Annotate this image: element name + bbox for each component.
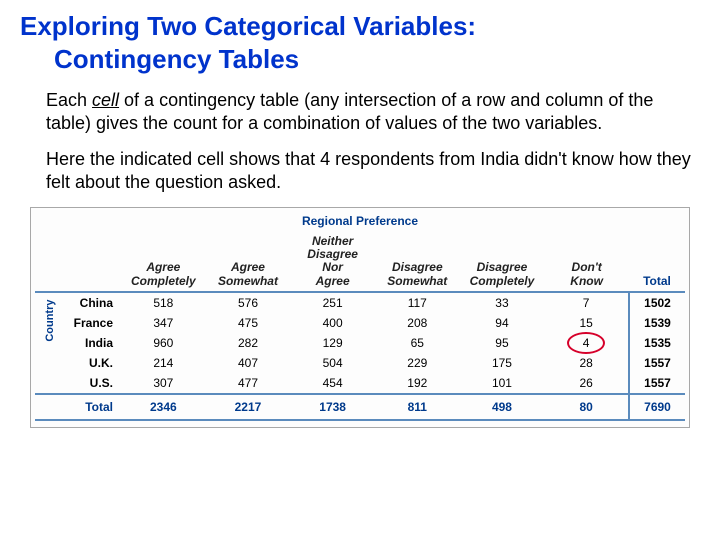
table-cell: 65 bbox=[375, 333, 460, 353]
table-cell: 407 bbox=[206, 353, 291, 373]
table-cell: 7 bbox=[544, 292, 629, 313]
p1-a: Each bbox=[46, 90, 92, 110]
total-label: Total bbox=[61, 394, 121, 420]
table-side-header: Country bbox=[44, 300, 56, 342]
table-cell: 95 bbox=[460, 333, 545, 353]
table-cell: 282 bbox=[206, 333, 291, 353]
row-label: U.S. bbox=[61, 373, 121, 394]
title-line1: Exploring Two Categorical Variables: bbox=[20, 11, 476, 41]
total-cell: 498 bbox=[460, 394, 545, 420]
col-hdr: AgreeSomewhat bbox=[206, 232, 291, 292]
row-label: India bbox=[61, 333, 121, 353]
table-cell: 129 bbox=[290, 333, 375, 353]
row-label: U.K. bbox=[61, 353, 121, 373]
table-cell: 960 bbox=[121, 333, 206, 353]
table-cell: 1539 bbox=[629, 313, 685, 333]
col-hdr: DisagreeSomewhat bbox=[375, 232, 460, 292]
contingency-table-region: Regional Preference Country AgreeComplet… bbox=[30, 207, 690, 428]
col-hdr: NeitherDisagreeNorAgree bbox=[290, 232, 375, 292]
contingency-table: AgreeCompletely AgreeSomewhat NeitherDis… bbox=[35, 232, 685, 421]
table-cell: 475 bbox=[206, 313, 291, 333]
table-cell: 15 bbox=[544, 313, 629, 333]
paragraph-1: Each cell of a contingency table (any in… bbox=[46, 89, 700, 134]
table-row: U.K.214407504229175281557 bbox=[35, 353, 685, 373]
table-cell: 101 bbox=[460, 373, 545, 394]
table-cell: 175 bbox=[460, 353, 545, 373]
total-cell: 80 bbox=[544, 394, 629, 420]
table-cell: 28 bbox=[544, 353, 629, 373]
col-hdr-total: Total bbox=[629, 232, 685, 292]
table-cell: 576 bbox=[206, 292, 291, 313]
table-cell: 400 bbox=[290, 313, 375, 333]
total-cell: 7690 bbox=[629, 394, 685, 420]
slide: Exploring Two Categorical Variables: Con… bbox=[0, 0, 720, 428]
table-cell: 33 bbox=[460, 292, 545, 313]
table-cell: 307 bbox=[121, 373, 206, 394]
table-row: U.S.307477454192101261557 bbox=[35, 373, 685, 394]
total-cell: 1738 bbox=[290, 394, 375, 420]
table-top-header: Regional Preference bbox=[35, 214, 685, 228]
total-cell: 2346 bbox=[121, 394, 206, 420]
table-cell: 1502 bbox=[629, 292, 685, 313]
table-head: AgreeCompletely AgreeSomewhat NeitherDis… bbox=[35, 232, 685, 292]
table-cell: 1557 bbox=[629, 353, 685, 373]
table-cell: 4 bbox=[544, 333, 629, 353]
table-cell: 477 bbox=[206, 373, 291, 394]
col-hdr: AgreeCompletely bbox=[121, 232, 206, 292]
table-cell: 208 bbox=[375, 313, 460, 333]
col-hdr: DisagreeCompletely bbox=[460, 232, 545, 292]
paragraph-2: Here the indicated cell shows that 4 res… bbox=[46, 148, 700, 193]
page-title: Exploring Two Categorical Variables: Con… bbox=[20, 10, 700, 75]
table-row: France34747540020894151539 bbox=[35, 313, 685, 333]
total-cell: 2217 bbox=[206, 394, 291, 420]
col-hdr: Don'tKnow bbox=[544, 232, 629, 292]
p1-b: of a contingency table (any intersection… bbox=[46, 90, 653, 133]
p1-cell-word: cell bbox=[92, 90, 119, 110]
table-cell: 504 bbox=[290, 353, 375, 373]
table-cell: 251 bbox=[290, 292, 375, 313]
table-cell: 26 bbox=[544, 373, 629, 394]
table-cell: 214 bbox=[121, 353, 206, 373]
table-total-row: Total234622171738811498807690 bbox=[35, 394, 685, 420]
total-cell: 811 bbox=[375, 394, 460, 420]
table-cell: 1535 bbox=[629, 333, 685, 353]
table-row: China5185762511173371502 bbox=[35, 292, 685, 313]
table-body: China5185762511173371502France3474754002… bbox=[35, 292, 685, 420]
table-cell: 117 bbox=[375, 292, 460, 313]
table-cell: 518 bbox=[121, 292, 206, 313]
row-label: France bbox=[61, 313, 121, 333]
row-label: China bbox=[61, 292, 121, 313]
table-row: India960282129659541535 bbox=[35, 333, 685, 353]
table-cell: 347 bbox=[121, 313, 206, 333]
table-cell: 192 bbox=[375, 373, 460, 394]
table-cell: 229 bbox=[375, 353, 460, 373]
title-line2: Contingency Tables bbox=[26, 43, 700, 76]
table-cell: 1557 bbox=[629, 373, 685, 394]
table-cell: 94 bbox=[460, 313, 545, 333]
table-cell: 454 bbox=[290, 373, 375, 394]
